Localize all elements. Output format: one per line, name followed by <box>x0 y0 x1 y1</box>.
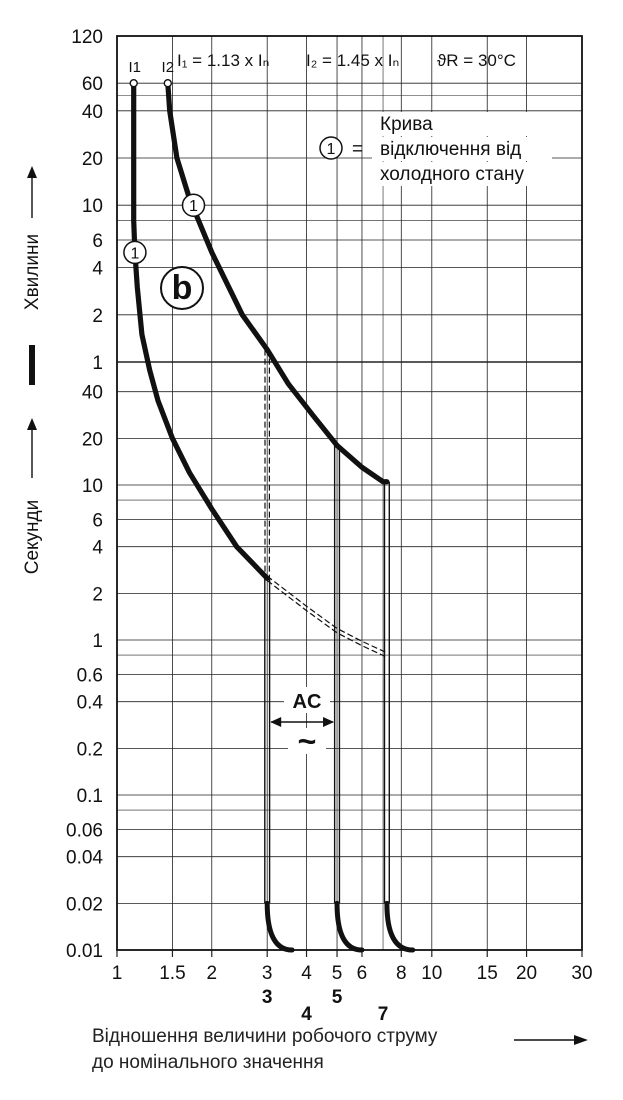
y-tick-label-sec: 0.2 <box>77 739 103 760</box>
y-tick-label-sec: 0.06 <box>66 820 103 841</box>
series-1-dashed-1 <box>266 580 388 658</box>
y-tick-label-min: 6 <box>92 231 103 252</box>
formula-i1: I₁ = 1.13 x Iₙ <box>177 51 269 70</box>
instant-bend-2 <box>384 900 416 953</box>
legend-symbol: 1 <box>327 141 336 158</box>
x-tick-label: 30 <box>571 963 592 984</box>
ac-arrow-right-icon <box>323 717 335 727</box>
formula-theta: ϑR = 30°C <box>437 51 516 70</box>
ac-label-bg <box>284 687 330 713</box>
curve-type-label: b <box>172 269 193 307</box>
y-tick-label-sec: 10 <box>82 476 103 497</box>
x-tick-label: 3 <box>262 963 273 984</box>
x-tick-label: 15 <box>477 963 498 984</box>
curve-marker-circle <box>123 240 147 265</box>
y-tick-label-min: 20 <box>82 149 103 170</box>
start-point-marker <box>163 78 172 88</box>
series-0-curve <box>131 80 270 581</box>
y-tick-label-min: 10 <box>82 196 103 217</box>
x-tick-label: 10 <box>421 963 442 984</box>
y-tick-label-sec: 0.02 <box>66 894 103 915</box>
y-tick-label-sec: 1 <box>92 631 103 652</box>
y-tick-label-min: 40 <box>82 102 103 123</box>
instant-bend-0 <box>264 900 295 953</box>
legend-line-bg <box>372 137 552 161</box>
y-tick-label-min: 2 <box>92 306 103 327</box>
legend-line-bg <box>372 112 552 136</box>
series-1-dashed-0 <box>266 575 388 654</box>
ac-symbol-bg <box>288 728 326 754</box>
legend-line: відключення від <box>380 139 521 160</box>
y-tick-label-sec: 2 <box>92 584 103 605</box>
formula-i2: I₂ = 1.45 x Iₙ <box>306 51 399 70</box>
y-tick-label-min: 4 <box>92 259 103 280</box>
y-tick-label-min: 60 <box>82 74 103 95</box>
y-tick-label-sec: 40 <box>82 383 103 404</box>
y-tick-label-sec: 0.4 <box>77 693 104 714</box>
curve-marker-circle <box>181 193 206 217</box>
y-tick-label-sec: 0.04 <box>66 848 103 869</box>
legend-line: Крива <box>380 114 433 135</box>
y-axis-label-minutes: Хвилини <box>22 234 43 310</box>
instant-bend-1 <box>334 900 365 953</box>
legend-line: холодного стану <box>380 164 524 185</box>
y-tick-label-min: 120 <box>71 27 103 48</box>
y-tick-label-sec: 6 <box>92 510 103 531</box>
y-axis-divider-bar <box>29 345 35 385</box>
x-axis-arrow-icon <box>514 1035 588 1045</box>
curve-marker-label: 1 <box>189 198 198 215</box>
label-layer: 12060402010642140201064210.60.40.20.10.0… <box>22 27 593 1020</box>
curve-marker-label: 1 <box>130 245 139 262</box>
legend-line-bg <box>372 162 552 186</box>
x-bold-tick-label: 3 <box>262 987 273 1008</box>
x-axis-label-line2: до номінального значення <box>92 1052 324 1073</box>
x-tick-label: 2 <box>206 963 217 984</box>
ac-arrow-left-icon <box>270 717 282 727</box>
curve-marker-i2: I2 <box>162 59 175 76</box>
legend-symbol-circle <box>319 136 343 160</box>
x-bold-tick-label: 7 <box>378 1004 389 1020</box>
y-axis-label-seconds: Секунди <box>22 500 43 575</box>
ac-label: AC <box>293 691 322 713</box>
y-tick-label-sec: 4 <box>92 538 103 559</box>
series-2-curve <box>165 80 390 485</box>
x-tick-label: 8 <box>396 963 407 984</box>
x-axis-label: Відношення величини робочого струму до н… <box>92 1024 512 1076</box>
curve-marker-i1: I1 <box>128 59 141 76</box>
y-tick-label-min: 1 <box>92 353 103 374</box>
x-tick-label: 6 <box>357 963 368 984</box>
x-tick-label: 5 <box>332 963 343 984</box>
start-point-marker <box>129 78 138 88</box>
y-tick-label-sec: 20 <box>82 429 103 450</box>
y-axis-arrow-icon <box>27 166 37 178</box>
y-axis-arrow-icon <box>27 418 37 430</box>
x-bold-tick-label: 4 <box>301 1004 312 1020</box>
y-tick-label-sec: 0.01 <box>66 941 103 962</box>
x-tick-label: 20 <box>516 963 537 984</box>
tripping-characteristic-chart: 11 12060402010642140201064210.60.40.20.1… <box>22 27 593 1020</box>
x-tick-label: 1 <box>112 963 123 984</box>
ac-symbol: ~ <box>298 723 317 759</box>
plot-frame <box>116 35 583 951</box>
y-tick-label-sec: 0.1 <box>77 786 103 807</box>
curve-type-circle <box>160 266 204 310</box>
x-tick-label: 4 <box>301 963 312 984</box>
x-axis-label-line1: Відношення величини робочого струму <box>92 1026 438 1047</box>
curve-layer: 11 <box>123 78 416 953</box>
y-tick-label-sec: 0.6 <box>77 665 103 686</box>
x-bold-tick-label: 5 <box>332 987 343 1008</box>
legend-equals: = <box>352 139 363 160</box>
x-tick-label: 1.5 <box>159 963 185 984</box>
